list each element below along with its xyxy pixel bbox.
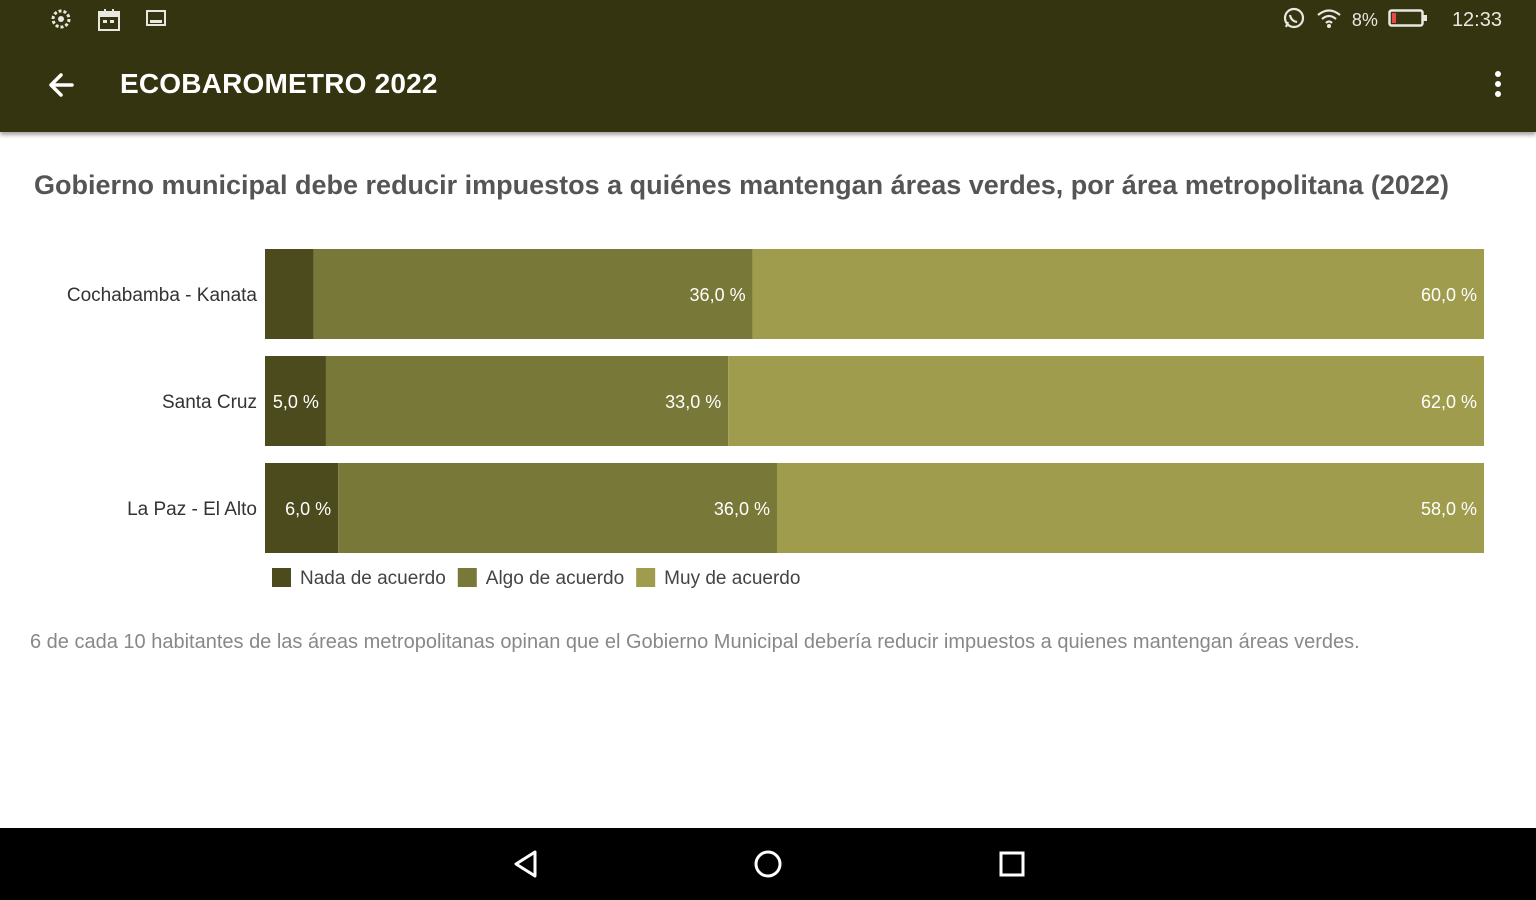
battery-icon <box>1388 8 1428 33</box>
stacked-bar-chart: Cochabamba - Kanata 36,0 % 60,0 % Santa Cru… <box>67 249 1484 589</box>
clock: 12:33 <box>1451 8 1502 31</box>
data-label: 6,0 % <box>285 499 331 519</box>
category-label: Santa Cruz <box>162 392 257 413</box>
data-label: 62,0 % <box>1421 392 1477 412</box>
data-label: 36,0 % <box>714 499 770 519</box>
screenshot-icon <box>145 8 167 35</box>
home-circle-icon[interactable] <box>752 848 784 885</box>
settings-gear-icon <box>50 8 72 35</box>
bar-segment <box>325 356 729 446</box>
category-label: La Paz - El Alto <box>127 499 257 520</box>
calendar-icon <box>97 8 121 37</box>
battery-percent: 8% <box>1351 9 1378 30</box>
legend-swatch <box>457 568 477 587</box>
app-title: ECOBAROMETRO 2022 <box>120 68 438 99</box>
navigation-bar <box>0 828 1536 900</box>
category-label: Cochabamba - Kanata <box>67 285 258 306</box>
bar-segment <box>752 249 1484 339</box>
bar-segment <box>313 249 753 339</box>
arrow-back-icon[interactable] <box>46 70 76 105</box>
bar-segment <box>265 249 314 339</box>
data-label: 60,0 % <box>1421 285 1477 305</box>
legend-label: Muy de acuerdo <box>664 568 800 589</box>
bar-segment <box>338 463 777 553</box>
back-triangle-icon[interactable] <box>510 848 542 885</box>
chart-title: Gobierno municipal debe reducir impuesto… <box>34 170 1449 200</box>
legend-swatch <box>636 568 656 587</box>
wifi-icon <box>1316 7 1342 34</box>
chart-description: 6 de cada 10 habitantes de las áreas met… <box>30 631 1360 653</box>
data-label: 33,0 % <box>665 392 721 412</box>
content-area: Gobierno municipal debe reducir impuesto… <box>0 132 1536 828</box>
bar-segment <box>776 463 1484 553</box>
data-label: 36,0 % <box>690 285 746 305</box>
bar-segment <box>728 356 1484 446</box>
recents-square-icon[interactable] <box>996 848 1028 885</box>
status-bar: 8% 12:33 <box>0 0 1536 40</box>
legend-label: Nada de acuerdo <box>300 568 446 589</box>
bar-segment <box>265 356 326 446</box>
data-label: 5,0 % <box>273 392 319 412</box>
legend-label: Algo de acuerdo <box>486 568 624 589</box>
more-vert-icon[interactable] <box>1494 68 1502 105</box>
bar-segment <box>265 463 339 553</box>
data-label: 58,0 % <box>1421 499 1477 519</box>
legend-swatch <box>272 568 291 587</box>
app-bar: ECOBAROMETRO 2022 <box>0 40 1536 132</box>
whatsapp-icon <box>1282 6 1306 35</box>
